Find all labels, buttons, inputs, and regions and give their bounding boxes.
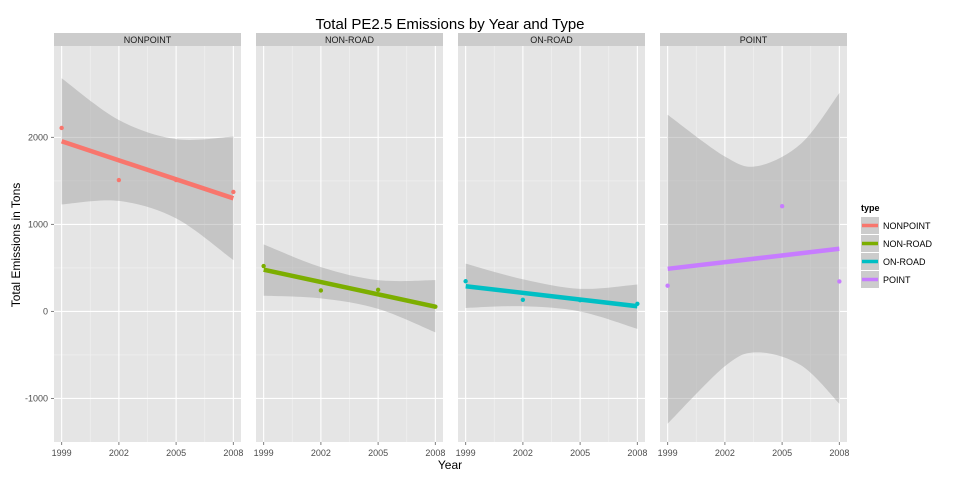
data-point bbox=[837, 279, 842, 284]
data-point bbox=[779, 204, 785, 209]
panel-strip bbox=[458, 33, 645, 46]
x-tick-label: 2005 bbox=[570, 448, 590, 458]
trend-line bbox=[263, 267, 436, 309]
panel-strip-label: ON-ROAD bbox=[530, 35, 573, 45]
panel-strip-label: NON-ROAD bbox=[325, 35, 374, 45]
panel-on-road: ON-ROAD 1999 2002 2005 2008 bbox=[456, 33, 647, 458]
x-tick-label: 2005 bbox=[368, 448, 388, 458]
x-tick-label: 2002 bbox=[109, 448, 129, 458]
panel-strip-label: NONPOINT bbox=[124, 35, 172, 45]
x-tick-label: 2008 bbox=[829, 448, 849, 458]
legend-label: NON-ROAD bbox=[883, 239, 932, 249]
x-tick-label: 2008 bbox=[627, 448, 647, 458]
x-tick-label: 2002 bbox=[715, 448, 735, 458]
legend-label: ON-ROAD bbox=[883, 257, 926, 267]
data-point bbox=[173, 177, 179, 183]
legend-label: NONPOINT bbox=[883, 221, 931, 231]
data-point bbox=[577, 297, 583, 303]
panel-strip bbox=[660, 33, 847, 46]
x-tick-label: 1999 bbox=[254, 448, 274, 458]
panel-non-road: NON-ROAD 1999 2002 2005 2008 bbox=[254, 33, 445, 458]
data-point bbox=[635, 301, 640, 306]
data-point bbox=[463, 279, 468, 284]
x-tick-label: 2005 bbox=[166, 448, 186, 458]
data-point bbox=[520, 297, 526, 302]
data-point bbox=[318, 288, 324, 293]
chart-title: Total PE2.5 Emissions by Year and Type bbox=[315, 16, 584, 33]
x-tick-label: 2002 bbox=[513, 448, 533, 458]
data-point bbox=[433, 304, 438, 309]
x-tick-label: 2008 bbox=[223, 448, 243, 458]
panel-point: POINT 1999 2002 2005 2008 bbox=[658, 33, 849, 458]
panel-nonpoint: NONPOINT 1999 2002 2005 2008 bbox=[52, 33, 243, 458]
x-tick-label: 2002 bbox=[311, 448, 331, 458]
legend-item-non-road: NON-ROAD bbox=[861, 235, 932, 252]
data-point bbox=[375, 287, 381, 293]
y-tick-label: 0 bbox=[43, 306, 48, 316]
panel-strip-label: POINT bbox=[740, 35, 768, 45]
y-tick-label: -1000 bbox=[25, 393, 48, 403]
data-point bbox=[116, 177, 122, 183]
x-tick-label: 1999 bbox=[658, 448, 678, 458]
x-tick-label: 2005 bbox=[772, 448, 792, 458]
panel-strip bbox=[54, 33, 241, 46]
legend-item-point: POINT bbox=[861, 271, 911, 288]
legend: type NONPOINT NON-ROAD ON-ROAD POINT bbox=[861, 203, 932, 288]
y-tick-label: 2000 bbox=[28, 132, 48, 142]
trend-line bbox=[465, 283, 638, 309]
legend-item-nonpoint: NONPOINT bbox=[861, 217, 931, 234]
legend-item-on-road: ON-ROAD bbox=[861, 253, 926, 270]
x-tick-label: 1999 bbox=[52, 448, 72, 458]
legend-title: type bbox=[861, 203, 880, 213]
data-point bbox=[231, 189, 236, 195]
y-axis-title: Total Emissions in Tons bbox=[9, 183, 23, 308]
x-tick-label: 2008 bbox=[425, 448, 445, 458]
x-axis-title: Year bbox=[438, 458, 462, 472]
data-point bbox=[59, 125, 64, 131]
data-point bbox=[261, 263, 266, 269]
trend-line bbox=[60, 139, 235, 201]
y-tick-label: 1000 bbox=[28, 219, 48, 229]
trend-line bbox=[667, 246, 840, 272]
x-tick-label: 1999 bbox=[456, 448, 476, 458]
panel-strip bbox=[256, 33, 443, 46]
data-point bbox=[665, 283, 670, 288]
legend-label: POINT bbox=[883, 275, 911, 285]
